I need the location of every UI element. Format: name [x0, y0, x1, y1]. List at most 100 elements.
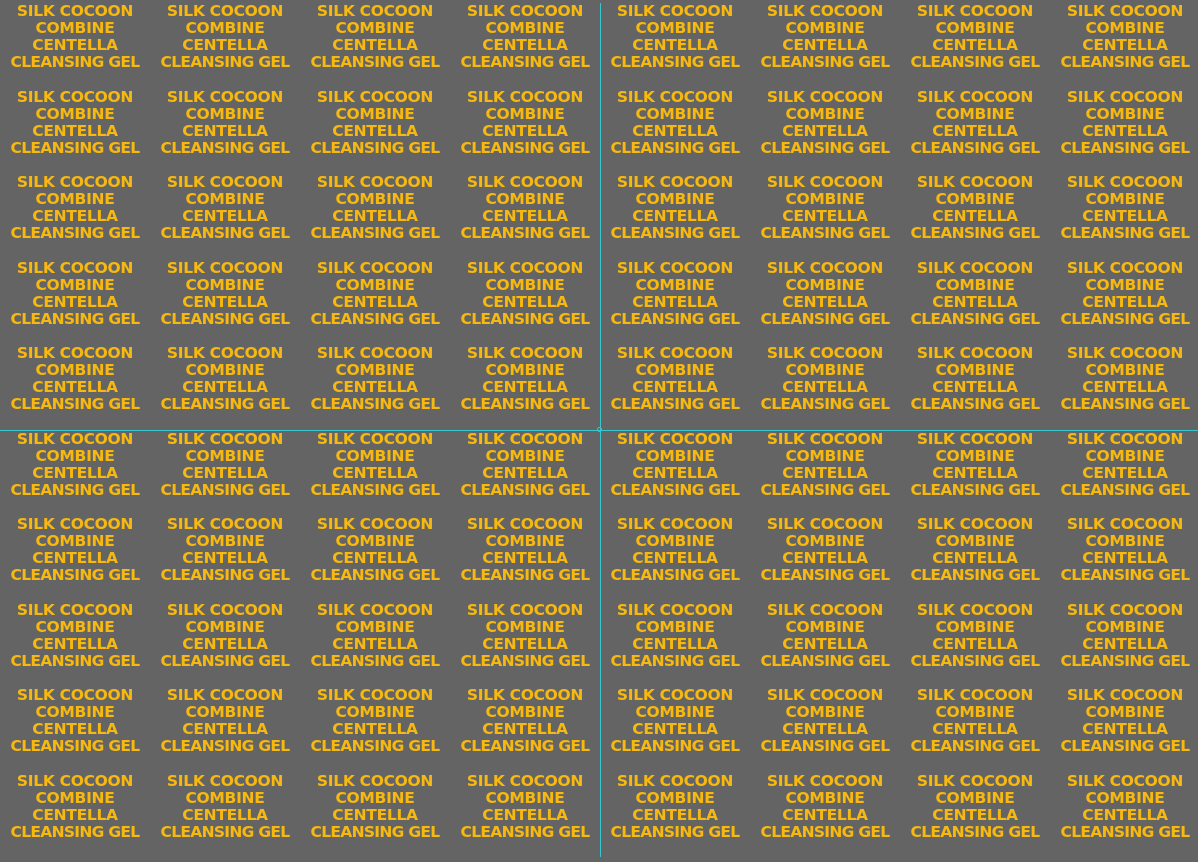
label-line-1: SILK COCOON: [616, 2, 734, 20]
label-line-3: CENTELLA: [182, 463, 268, 482]
label-item: SILK COCOON COMBINE CENTELLA CLEANSING G…: [750, 174, 900, 260]
label-line-2: COMBINE: [335, 104, 415, 123]
label-line-1: SILK COCOON: [616, 173, 734, 191]
label-item: SILK COCOON COMBINE CENTELLA CLEANSING G…: [300, 772, 450, 859]
label-line-4: CLEANSING GEL: [10, 395, 141, 413]
label-line-4: CLEANSING GEL: [310, 480, 441, 499]
label-line-3: CENTELLA: [182, 36, 268, 54]
label-line-2: COMBINE: [35, 361, 115, 379]
label-line-3: CENTELLA: [1082, 36, 1168, 54]
label-item: SILK COCOON COMBINE CENTELLA CLEANSING G…: [1050, 174, 1198, 260]
label-line-1: SILK COCOON: [316, 515, 434, 533]
label-line-1: SILK COCOON: [466, 2, 584, 20]
label-line-2: COMBINE: [485, 19, 565, 37]
label-line-3: CENTELLA: [32, 463, 118, 482]
label-line-2: COMBINE: [785, 446, 865, 465]
label-line-1: SILK COCOON: [166, 258, 284, 277]
label-item: SILK COCOON COMBINE CENTELLA CLEANSING G…: [600, 174, 750, 260]
label-line-2: COMBINE: [635, 617, 715, 636]
label-line-2: COMBINE: [935, 703, 1015, 721]
label-line-1: SILK COCOON: [766, 173, 884, 191]
label-line-3: CENTELLA: [482, 634, 568, 653]
label-line-4: CLEANSING GEL: [1060, 138, 1191, 157]
label-line-1: SILK COCOON: [1066, 2, 1184, 20]
label-item: SILK COCOON COMBINE CENTELLA CLEANSING G…: [750, 516, 900, 602]
label-line-4: CLEANSING GEL: [910, 138, 1041, 157]
label-item: SILK COCOON COMBINE CENTELLA CLEANSING G…: [0, 3, 150, 89]
label-line-4: CLEANSING GEL: [1060, 737, 1191, 755]
label-item: SILK COCOON COMBINE CENTELLA CLEANSING G…: [300, 345, 450, 431]
label-item: SILK COCOON COMBINE CENTELLA CLEANSING G…: [600, 3, 750, 89]
label-line-4: CLEANSING GEL: [1060, 309, 1191, 328]
label-line-2: COMBINE: [335, 532, 415, 550]
label-line-4: CLEANSING GEL: [460, 480, 591, 499]
label-line-1: SILK COCOON: [16, 600, 134, 619]
label-line-4: CLEANSING GEL: [1060, 480, 1191, 499]
label-line-1: SILK COCOON: [466, 686, 584, 704]
label-line-2: COMBINE: [785, 190, 865, 208]
label-item: SILK COCOON COMBINE CENTELLA CLEANSING G…: [300, 174, 450, 260]
label-line-1: SILK COCOON: [316, 87, 434, 106]
label-line-3: CENTELLA: [932, 720, 1018, 738]
label-line-3: CENTELLA: [182, 634, 268, 653]
label-line-3: CENTELLA: [932, 463, 1018, 482]
label-line-4: CLEANSING GEL: [610, 566, 741, 584]
label-line-2: COMBINE: [35, 275, 115, 294]
label-line-2: COMBINE: [935, 104, 1015, 123]
label-line-1: SILK COCOON: [1066, 515, 1184, 533]
label-line-3: CENTELLA: [932, 36, 1018, 54]
label-line-3: CENTELLA: [932, 207, 1018, 225]
label-line-1: SILK COCOON: [466, 344, 584, 362]
label-line-3: CENTELLA: [32, 805, 118, 824]
label-line-2: COMBINE: [1085, 788, 1165, 807]
label-line-1: SILK COCOON: [466, 258, 584, 277]
label-line-3: CENTELLA: [182, 378, 268, 396]
label-line-1: SILK COCOON: [166, 344, 284, 362]
label-line-2: COMBINE: [35, 446, 115, 465]
label-line-4: CLEANSING GEL: [310, 651, 441, 670]
label-item: SILK COCOON COMBINE CENTELLA CLEANSING G…: [450, 601, 600, 688]
label-line-1: SILK COCOON: [916, 600, 1034, 619]
label-line-2: COMBINE: [185, 788, 265, 807]
label-line-4: CLEANSING GEL: [910, 737, 1041, 755]
label-item: SILK COCOON COMBINE CENTELLA CLEANSING G…: [450, 430, 600, 517]
label-line-4: CLEANSING GEL: [910, 822, 1041, 841]
label-line-2: COMBINE: [785, 361, 865, 379]
label-line-4: CLEANSING GEL: [10, 309, 141, 328]
label-line-4: CLEANSING GEL: [10, 138, 141, 157]
label-line-1: SILK COCOON: [766, 258, 884, 277]
label-line-2: COMBINE: [335, 361, 415, 379]
label-line-3: CENTELLA: [32, 549, 118, 567]
label-line-1: SILK COCOON: [166, 686, 284, 704]
label-line-3: CENTELLA: [182, 292, 268, 311]
label-line-1: SILK COCOON: [316, 600, 434, 619]
label-item: SILK COCOON COMBINE CENTELLA CLEANSING G…: [300, 687, 450, 773]
label-line-1: SILK COCOON: [316, 686, 434, 704]
label-line-3: CENTELLA: [332, 207, 418, 225]
label-item: SILK COCOON COMBINE CENTELLA CLEANSING G…: [300, 3, 450, 89]
label-line-4: CLEANSING GEL: [460, 53, 591, 71]
label-item: SILK COCOON COMBINE CENTELLA CLEANSING G…: [450, 174, 600, 260]
label-line-3: CENTELLA: [1082, 634, 1168, 653]
label-line-4: CLEANSING GEL: [910, 309, 1041, 328]
label-line-2: COMBINE: [935, 361, 1015, 379]
label-line-2: COMBINE: [935, 275, 1015, 294]
label-line-4: CLEANSING GEL: [10, 822, 141, 841]
label-line-3: CENTELLA: [782, 207, 868, 225]
label-line-2: COMBINE: [185, 617, 265, 636]
label-line-4: CLEANSING GEL: [1060, 224, 1191, 242]
label-item: SILK COCOON COMBINE CENTELLA CLEANSING G…: [1050, 601, 1198, 688]
label-line-3: CENTELLA: [632, 292, 718, 311]
label-line-2: COMBINE: [785, 275, 865, 294]
label-line-3: CENTELLA: [632, 463, 718, 482]
label-item: SILK COCOON COMBINE CENTELLA CLEANSING G…: [150, 516, 300, 602]
label-line-2: COMBINE: [935, 617, 1015, 636]
label-item: SILK COCOON COMBINE CENTELLA CLEANSING G…: [900, 600, 1050, 688]
label-line-3: CENTELLA: [332, 720, 418, 738]
label-item: SILK COCOON COMBINE CENTELLA CLEANSING G…: [1050, 259, 1198, 346]
label-line-3: CENTELLA: [182, 207, 268, 225]
label-item: SILK COCOON COMBINE CENTELLA CLEANSING G…: [600, 687, 750, 773]
label-line-4: CLEANSING GEL: [610, 480, 741, 499]
label-line-1: SILK COCOON: [766, 686, 884, 704]
label-line-1: SILK COCOON: [916, 87, 1034, 106]
